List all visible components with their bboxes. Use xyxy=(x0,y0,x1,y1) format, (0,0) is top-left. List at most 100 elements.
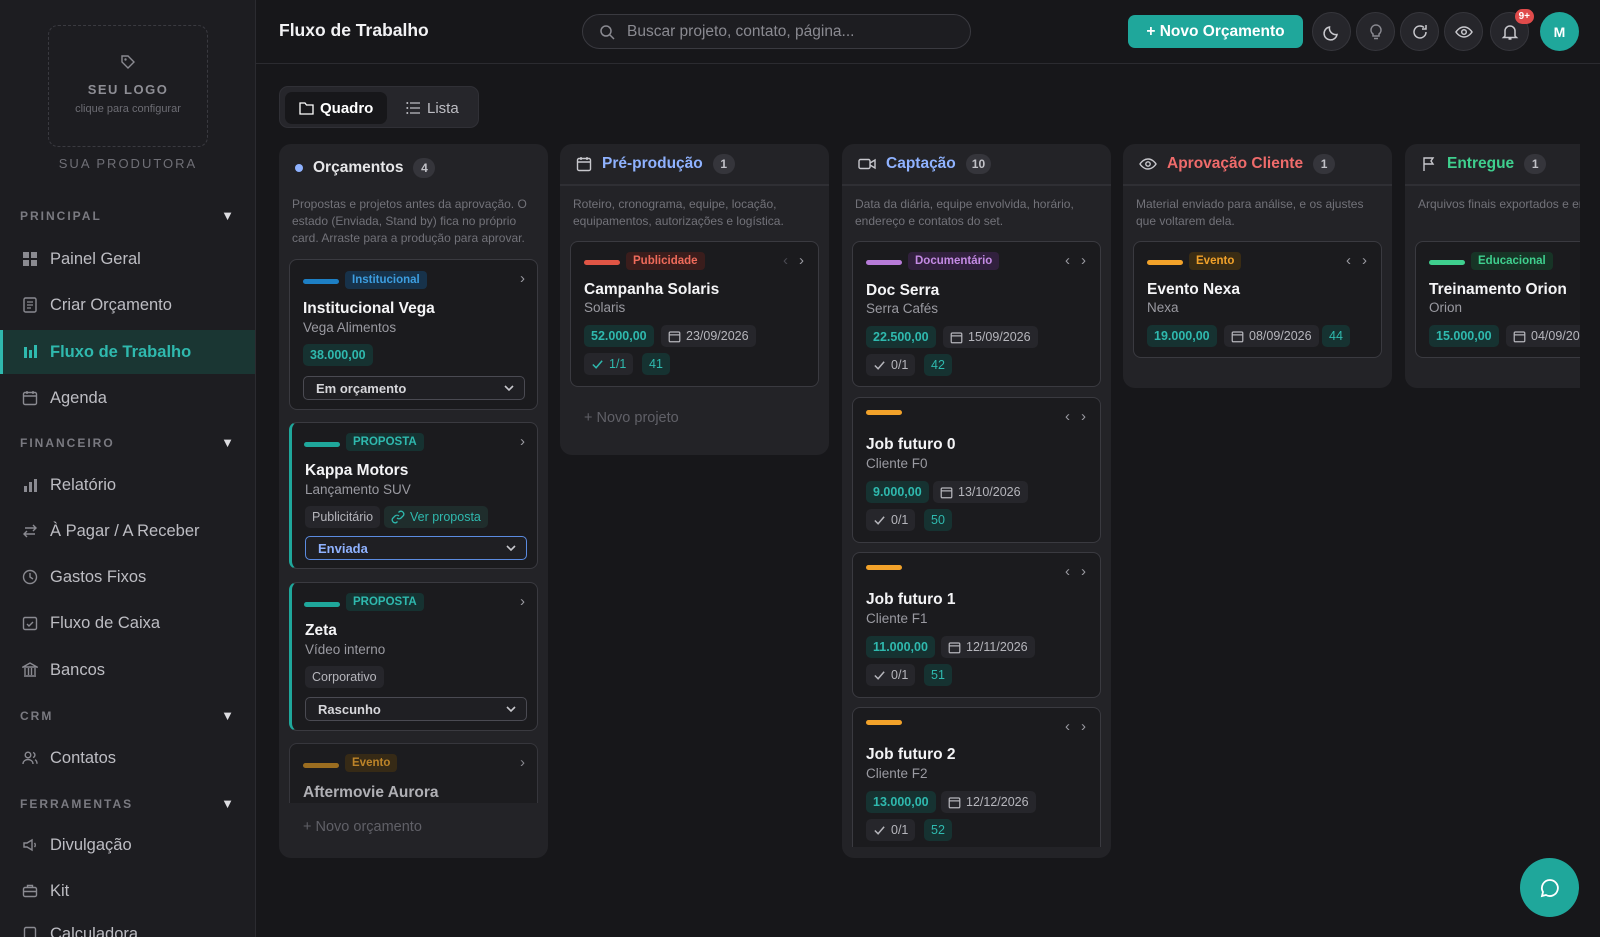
category-bar xyxy=(303,763,339,768)
sidebar-item-label: Divulgação xyxy=(50,835,132,854)
card-subtitle: Lançamento SUV xyxy=(305,482,411,497)
moon-icon[interactable] xyxy=(1312,12,1351,51)
card-date: 15/09/2026 xyxy=(943,326,1038,348)
logo-upload[interactable]: SEU LOGO clique para configurar xyxy=(48,25,208,147)
section-ferramentas[interactable]: FERRAMENTAS ▼ xyxy=(20,796,236,811)
collapse-icon[interactable]: ▼ xyxy=(221,708,236,723)
column-description: Roteiro, cronograma, equipe, locação, eq… xyxy=(573,197,784,228)
column-title: Orçamentos xyxy=(313,159,404,176)
chevron-left-icon[interactable]: ‹ xyxy=(1065,563,1070,580)
category-tag: Documentário xyxy=(908,252,1000,270)
tab-lista[interactable]: Lista xyxy=(392,92,473,124)
section-financeiro[interactable]: FINANCEIRO ▼ xyxy=(20,435,236,450)
brand-name: SUA PRODUTORA xyxy=(58,156,198,171)
category-tag: Institucional xyxy=(345,271,427,289)
chevron-left-icon[interactable]: ‹ xyxy=(1065,252,1070,269)
new-budget-button[interactable]: + Novo Orçamento xyxy=(1128,15,1303,48)
sidebar-item-caixa[interactable]: Fluxo de Caixa xyxy=(0,601,255,645)
column-description: Propostas e projetos antes da aprovação.… xyxy=(292,197,527,245)
sidebar-item-painel[interactable]: Painel Geral xyxy=(0,237,255,281)
collapse-icon[interactable]: ▼ xyxy=(221,796,236,811)
chevron-right-icon[interactable]: › xyxy=(520,433,525,450)
chevron-right-icon[interactable]: › xyxy=(1081,252,1086,269)
card-job-futuro-2[interactable]: ‹ › Job futuro 2 Cliente F2 13.000,00 12… xyxy=(852,707,1101,847)
chevron-left-icon[interactable]: ‹ xyxy=(1065,718,1070,735)
column-title: Entregue xyxy=(1447,155,1515,172)
collapse-icon[interactable]: ▼ xyxy=(221,208,236,223)
sidebar-item-pagar[interactable]: À Pagar / A Receber xyxy=(0,509,255,553)
card-value: 15.000,00 xyxy=(1429,325,1499,347)
new-project-link[interactable]: + Novo projeto xyxy=(584,410,679,426)
status-select[interactable]: Enviada xyxy=(305,536,527,560)
card-institucional-vega[interactable]: Institucional › Institucional Vega Vega … xyxy=(289,259,538,410)
chevron-right-icon[interactable]: › xyxy=(1081,718,1086,735)
chevron-left-icon[interactable]: ‹ xyxy=(1065,408,1070,425)
grid-icon xyxy=(23,252,37,266)
sidebar-item-fluxo[interactable]: Fluxo de Trabalho xyxy=(0,330,255,374)
card-title: Job futuro 2 xyxy=(866,746,956,763)
new-budget-link[interactable]: + Novo orçamento xyxy=(303,819,422,835)
list-icon xyxy=(406,102,420,114)
sidebar-item-contatos[interactable]: Contatos xyxy=(0,736,255,780)
collapse-icon[interactable]: ▼ xyxy=(221,435,236,450)
calendar-icon xyxy=(576,157,592,172)
card-campanha-solaris[interactable]: Publicidade ‹ › Campanha Solaris Solaris… xyxy=(570,241,819,387)
category-bar xyxy=(584,260,620,265)
chevron-right-icon[interactable]: › xyxy=(1362,252,1367,269)
calendar-icon xyxy=(1231,330,1244,342)
chat-button[interactable] xyxy=(1520,858,1579,917)
eye-icon[interactable] xyxy=(1444,12,1483,51)
card-zeta[interactable]: PROPOSTA › Zeta Vídeo interno Corporativ… xyxy=(289,582,538,731)
status-select[interactable]: Rascunho xyxy=(305,697,527,721)
status-select[interactable]: Em orçamento xyxy=(303,376,525,400)
sidebar-item-gastos[interactable]: Gastos Fixos xyxy=(0,555,255,599)
tab-label: Lista xyxy=(427,99,459,117)
sidebar-item-relatorio[interactable]: Relatório xyxy=(0,463,255,507)
sidebar-item-agenda[interactable]: Agenda xyxy=(0,376,255,420)
card-job-futuro-1[interactable]: ‹ › Job futuro 1 Cliente F1 11.000,00 12… xyxy=(852,552,1101,698)
chevron-left-icon[interactable]: ‹ xyxy=(783,252,788,269)
card-client: Nexa xyxy=(1147,300,1179,315)
view-proposal-link[interactable]: Ver proposta xyxy=(384,506,488,528)
category-tag: Publicidade xyxy=(626,252,705,270)
section-crm[interactable]: CRM ▼ xyxy=(20,708,236,723)
card-treinamento-orion[interactable]: Educacional Treinamento Orion Orion 15.0… xyxy=(1415,241,1580,358)
card-job-futuro-0[interactable]: ‹ › Job futuro 0 Cliente F0 9.000,00 13/… xyxy=(852,397,1101,543)
date-text: 08/09/2026 xyxy=(1249,329,1312,343)
chevron-right-icon[interactable]: › xyxy=(520,754,525,771)
tab-quadro[interactable]: Quadro xyxy=(285,92,388,124)
sidebar-item-kit[interactable]: Kit xyxy=(0,869,255,913)
card-kappa-motors[interactable]: PROPOSTA › Kappa Motors Lançamento SUV P… xyxy=(289,422,538,569)
refresh-icon[interactable] xyxy=(1400,12,1439,51)
chevron-right-icon[interactable]: › xyxy=(1081,563,1086,580)
bars-icon xyxy=(24,345,37,358)
chevron-down-icon xyxy=(504,385,514,392)
task-count: 1/1 xyxy=(609,357,627,371)
chevron-left-icon[interactable]: ‹ xyxy=(1346,252,1351,269)
card-evento-nexa[interactable]: Evento ‹ › Evento Nexa Nexa 19.000,00 08… xyxy=(1133,241,1382,358)
category-bar xyxy=(1429,260,1465,265)
sidebar-item-divulgacao[interactable]: Divulgação xyxy=(0,823,255,867)
bell-icon[interactable]: 9+ xyxy=(1490,9,1534,51)
column-title: Pré-produção xyxy=(602,155,703,172)
sidebar-item-criar[interactable]: Criar Orçamento xyxy=(0,283,255,327)
sidebar-item-bancos[interactable]: Bancos xyxy=(0,648,255,692)
chevron-right-icon[interactable]: › xyxy=(520,270,525,287)
lightbulb-icon[interactable] xyxy=(1356,12,1395,51)
chevron-right-icon[interactable]: › xyxy=(1081,408,1086,425)
chevron-right-icon[interactable]: › xyxy=(799,252,804,269)
card-client: Vega Alimentos xyxy=(303,320,397,335)
card-doc-serra[interactable]: Documentário ‹ › Doc Serra Serra Cafés 2… xyxy=(852,241,1101,387)
calculator-icon xyxy=(23,926,37,937)
avatar[interactable]: M xyxy=(1540,12,1579,51)
section-principal[interactable]: PRINCIPAL ▼ xyxy=(20,208,236,223)
card-date: 12/11/2026 xyxy=(941,636,1035,658)
chevron-right-icon[interactable]: › xyxy=(520,593,525,610)
column-header: Pré-produção 1 xyxy=(560,144,829,186)
sidebar-item-calculadora[interactable]: Calculadora xyxy=(0,912,255,937)
proposal-tag: PROPOSTA xyxy=(346,433,424,451)
card-client: Cliente F0 xyxy=(866,456,928,471)
card-aftermovie-aurora[interactable]: Evento › Aftermovie Aurora xyxy=(289,743,538,803)
column-count: 1 xyxy=(712,154,735,174)
search-input[interactable]: Buscar projeto, contato, página... xyxy=(582,14,971,49)
